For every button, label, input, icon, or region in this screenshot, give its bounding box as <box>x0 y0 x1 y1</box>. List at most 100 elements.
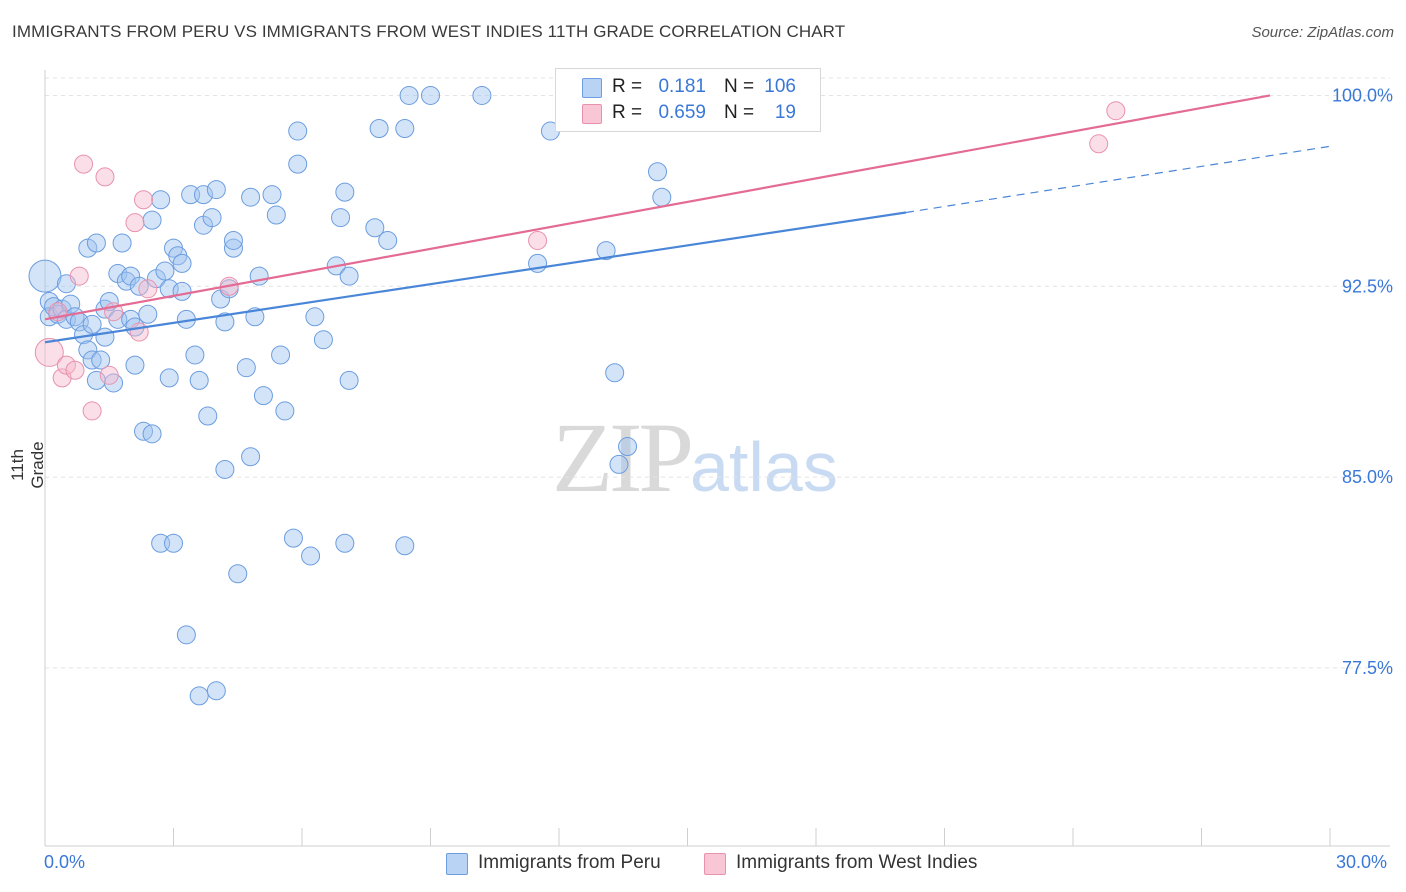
peru-point <box>189 370 209 390</box>
series-label-west-indies: Immigrants from West Indies <box>736 852 978 873</box>
legend-r-value: 0.181 <box>658 76 706 97</box>
watermark-zip: ZIP <box>552 402 694 513</box>
stats-legend: R = 0.181 N = 106 R = 0.659 N = 19 <box>555 68 821 132</box>
peru-point <box>138 304 158 324</box>
peru-point <box>241 187 261 207</box>
x-tick-label-min: 0.0% <box>44 852 86 872</box>
peru-point <box>82 314 102 334</box>
peru-point <box>142 424 162 444</box>
source-label: Source: ZipAtlas.com <box>1251 24 1394 41</box>
watermark: ZIPatlas <box>552 400 838 515</box>
peru-point <box>86 233 106 253</box>
x-tick-label-max: 30.0% <box>1336 852 1388 872</box>
west-indies-point <box>134 190 154 210</box>
peru-point <box>176 625 196 645</box>
west-indies-point <box>95 167 115 187</box>
peru-point <box>193 185 213 205</box>
chart-title: IMMIGRANTS FROM PERU VS IMMIGRANTS FROM … <box>12 22 846 41</box>
peru-point <box>365 218 385 238</box>
peru-point <box>335 533 355 553</box>
peru-point <box>609 454 629 474</box>
legend-r-label: R = <box>612 102 643 123</box>
peru-trend-extension <box>905 145 1331 214</box>
y-tick-label: 100.0% <box>1332 85 1393 105</box>
peru-point <box>91 350 111 370</box>
peru-point <box>399 85 419 105</box>
peru-point <box>125 355 145 375</box>
west-indies-point <box>528 230 548 250</box>
peru-point <box>288 121 308 141</box>
peru-point <box>189 686 209 706</box>
legend-n-value: 19 <box>774 102 796 123</box>
peru-point <box>266 205 286 225</box>
peru-point <box>142 210 162 230</box>
legend-swatch-west-indies <box>582 104 602 124</box>
peru-point <box>223 238 243 258</box>
y-tick-label: 77.5% <box>1342 658 1393 678</box>
series-legend: Immigrants from Peru Immigrants from Wes… <box>0 852 1406 878</box>
peru-point <box>215 459 235 479</box>
peru-point <box>172 281 192 301</box>
legend-n-value: 106 <box>764 76 796 97</box>
peru-point <box>236 358 256 378</box>
peru-point <box>339 266 359 286</box>
peru-point <box>301 546 321 566</box>
peru-point <box>159 368 179 388</box>
legend-row-peru: R = 0.181 N = 106 <box>556 75 820 101</box>
peru-point <box>421 85 440 105</box>
peru-point <box>652 187 672 207</box>
peru-point <box>198 406 218 426</box>
y-tick-label: 85.0% <box>1342 467 1393 487</box>
legend-r-value: 0.659 <box>658 102 706 123</box>
peru-point <box>228 564 248 584</box>
peru-point <box>305 307 325 327</box>
peru-point <box>206 180 226 200</box>
peru-point <box>215 312 235 332</box>
peru-point <box>271 345 291 365</box>
west-indies-point <box>74 154 94 174</box>
peru-point <box>395 119 415 139</box>
west-indies-point <box>125 213 145 233</box>
peru-point <box>262 185 282 205</box>
peru-point <box>185 345 205 365</box>
west-indies-point <box>99 365 119 385</box>
peru-point <box>395 536 415 556</box>
peru-point <box>28 259 62 293</box>
series-swatch-west-indies <box>704 853 726 875</box>
peru-point <box>253 386 273 406</box>
legend-n-label: N = <box>724 76 755 97</box>
peru-point <box>112 233 132 253</box>
west-indies-point <box>1089 134 1109 154</box>
y-tick-label: 92.5% <box>1342 276 1393 296</box>
peru-point <box>223 230 243 250</box>
peru-point <box>472 85 492 105</box>
peru-point <box>596 241 616 261</box>
peru-point <box>369 119 389 139</box>
legend-swatch-peru <box>582 78 602 98</box>
peru-point <box>172 253 192 273</box>
peru-point <box>202 208 222 228</box>
legend-r-label: R = <box>612 76 643 97</box>
peru-point <box>605 363 625 383</box>
peru-point <box>151 190 171 210</box>
west-indies-point <box>129 322 149 342</box>
west-indies-point <box>138 279 158 299</box>
series-label-peru: Immigrants from Peru <box>478 852 661 873</box>
west-indies-point <box>69 266 89 286</box>
west-indies-point <box>65 360 85 380</box>
peru-point <box>206 681 226 701</box>
peru-point <box>339 370 359 390</box>
peru-point <box>331 208 351 228</box>
series-swatch-peru <box>446 853 468 875</box>
peru-point <box>155 261 175 281</box>
west-indies-trend-line <box>44 94 1271 321</box>
peru-point <box>86 370 106 390</box>
legend-row-west-indies: R = 0.659 N = 19 <box>556 101 820 127</box>
peru-point <box>164 533 183 553</box>
peru-point <box>618 437 638 457</box>
peru-point <box>378 230 398 250</box>
peru-point <box>275 401 295 421</box>
legend-n-label: N = <box>724 102 755 123</box>
peru-point <box>313 330 333 350</box>
